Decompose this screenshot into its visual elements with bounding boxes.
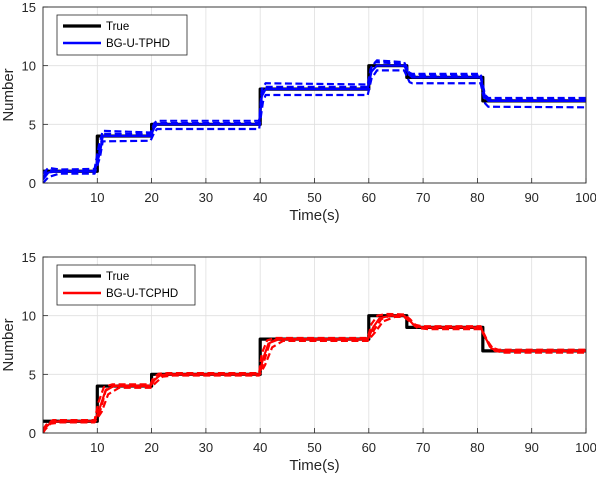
panel-2: 10 20 30 40 50 60 70 80 90 100 0 5 10 15 Time(s) Number… xyxy=(0,250,596,474)
series-line-estimate-bound-3 xyxy=(43,69,586,183)
y-tick-label: 10 xyxy=(22,59,36,74)
x-tick-label: 20 xyxy=(144,190,158,205)
series-line-estimate-bound-4 xyxy=(43,313,586,432)
legend-label: True xyxy=(106,271,129,283)
legend-label: True xyxy=(106,21,129,33)
y-tick-label: 5 xyxy=(29,117,36,132)
x-tick-label: 50 xyxy=(307,440,321,455)
legend-box xyxy=(56,264,196,306)
x-tick-label: 100 xyxy=(575,190,596,205)
x-tick-label: 10 xyxy=(90,190,104,205)
series-line-estimate-bound-4 xyxy=(43,61,586,178)
x-tick-label: 90 xyxy=(524,440,538,455)
x-tick-label: 40 xyxy=(253,440,267,455)
series-group xyxy=(43,312,586,433)
y-tick-label: 15 xyxy=(22,0,36,15)
legend-label: BG-U-TCPHD xyxy=(106,288,178,300)
y-tick-label: 10 xyxy=(22,309,36,324)
x-tick-label: 20 xyxy=(144,440,158,455)
series-line-estimate-bound-3 xyxy=(43,315,586,433)
x-tick-label: 80 xyxy=(470,440,484,455)
x-tick-label: 80 xyxy=(470,190,484,205)
y-tick-label: 5 xyxy=(29,367,36,382)
x-tick-label: 30 xyxy=(199,190,213,205)
x-tick-label: 100 xyxy=(575,440,596,455)
x-tick-label: 30 xyxy=(199,440,213,455)
y-tick-label: 15 xyxy=(22,250,36,265)
x-tick-label: 10 xyxy=(90,440,104,455)
legend: True BG-U-TPHD xyxy=(56,14,188,56)
x-tick-label: 70 xyxy=(416,440,430,455)
x-tick-label: 40 xyxy=(253,190,267,205)
x-tick-label: 60 xyxy=(362,440,376,455)
y-tick-label: 0 xyxy=(29,426,36,441)
y-tick-label: 0 xyxy=(29,176,36,191)
panel-1: 10 20 30 40 50 60 70 80 90 100 0 5 10 15 Time(s) Number… xyxy=(0,0,596,224)
legend-box xyxy=(56,14,188,56)
x-tick-label: 60 xyxy=(362,190,376,205)
legend: True BG-U-TCPHD xyxy=(56,264,196,306)
x-axis-label: Time(s) xyxy=(289,457,339,474)
x-tick-label: 90 xyxy=(524,190,538,205)
series-line-estimate-bound-2 xyxy=(43,312,586,431)
y-axis-label: Number xyxy=(0,318,17,371)
y-axis-label: Number xyxy=(0,68,17,121)
x-axis-label: Time(s) xyxy=(289,207,339,224)
x-tick-label: 50 xyxy=(307,190,321,205)
x-tick-label: 70 xyxy=(416,190,430,205)
series-line-estimate-bound-2 xyxy=(43,59,586,175)
series-group xyxy=(43,59,586,183)
legend-label: BG-U-TPHD xyxy=(106,38,170,50)
